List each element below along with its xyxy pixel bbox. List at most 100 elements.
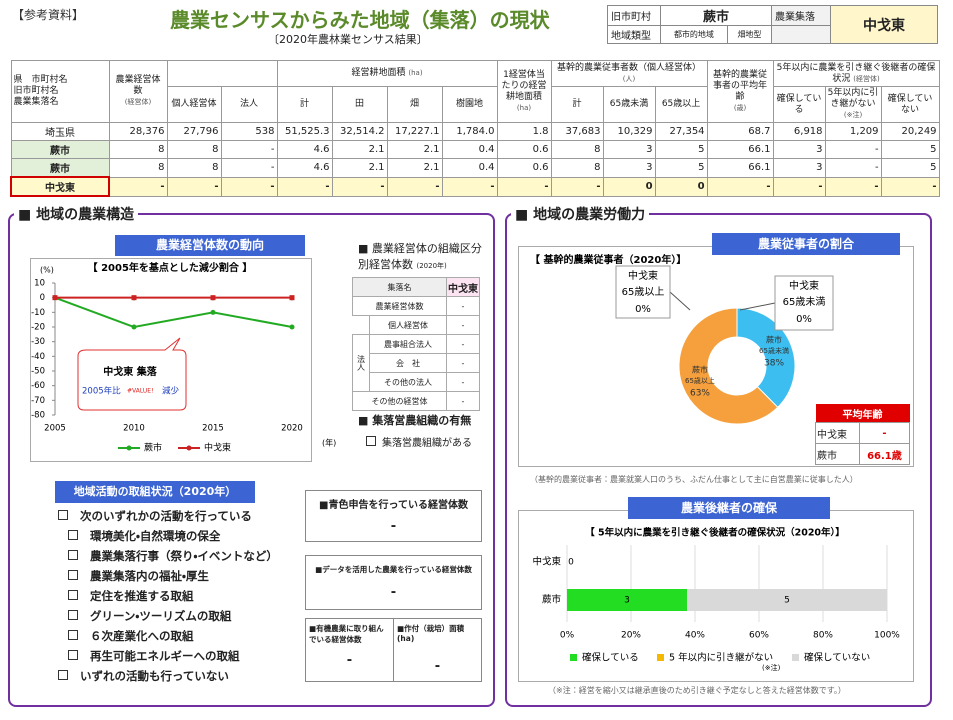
slice-label: 65歳未満 [759,346,789,355]
table-cell: - [386,176,443,197]
table-cell: - [331,176,388,197]
text: (ha) [516,103,532,112]
text [366,436,376,446]
table-cell: 4.6 [276,140,333,159]
table-row: 個人経営体 - [353,315,480,335]
callout-name: 中戈東 集落 [103,365,157,378]
donut-slice [678,307,779,425]
text: (※注) [843,111,863,119]
marker [52,295,58,301]
x-tick-label: 20% [621,631,641,641]
callout-line [669,291,691,311]
table-cell: 5 [880,140,940,159]
table-cell: 8 [108,140,168,159]
chart-frame [30,258,312,462]
table-cell: 6,918 [772,122,826,141]
activity-item: いずれの活動も行っていない [58,668,278,688]
summary-table: 県 市町村名 旧市町村名 農業集落名 農業経営体数 (経営体) 経営耕地面積 (ha)… [10,60,940,197]
table-row: 中戈東 - - - - - - - - -0 0- - - - [10,176,940,197]
table-cell: 538 [220,122,278,141]
checkbox [68,630,78,640]
note: （※注：経営を縮小又は継承直後のため引き継ぐ予定なしと答えた経営体数です。） [548,686,846,695]
activity-item: 定住を推進する取組 [68,588,278,608]
callout-text: 中戈東 [628,269,658,282]
x-tick-label: 40% [685,631,705,641]
checkbox [58,510,68,520]
column-header: 65歳未満 [602,86,656,123]
marker [131,295,137,301]
group-farming-option: 集落営農組織がある [366,434,472,449]
tag: 【参考資料】 [12,8,85,22]
text: (人) [622,74,636,83]
activity-item: 農業集落行事（祭り・イベントなど） [68,548,278,568]
donut-slice [736,307,796,409]
marker [210,295,216,301]
slice-label: 65歳以上 [685,376,715,385]
legend-swatch [657,654,664,661]
table-cell: - [220,176,278,197]
table-cell: 20,249 [880,122,940,141]
y-tick-label: -80 [31,411,45,421]
table-row: 埼玉県 28,376 27,796 538 51,525.3 32,514.2 17,227… [10,122,940,141]
table-cell: 37,683 [550,122,604,141]
activity-item: グリーン・ツーリズムの取組 [68,608,278,628]
legend-label: 確保していない [804,652,870,664]
text: 旧市町村 蕨市 農業集落 中戈東 [607,5,938,44]
y-tick-label: 0 [40,293,45,303]
column-header: 県 市町村名 旧市町村名 農業集落名 [10,60,110,123]
text: 基幹的農業従事者数（個人経営体） [557,62,702,73]
avg-age-title: 平均年齢 [815,404,910,423]
callout-box [774,275,834,331]
activity-list: 次のいずれかの活動を行っている 環境美化・自然環境の保全 農業集落行事（祭り・イベン… [58,508,278,688]
category-label: 中戈東 [532,556,561,568]
table-cell: 3 [602,140,656,159]
table-cell: - [824,176,882,197]
checkbox [68,590,78,600]
legend-swatch [570,654,577,661]
text: (経営体) [853,74,880,83]
checkbox [58,670,68,680]
table-cell: 4.6 [276,158,333,178]
label: その他の経営体 [352,391,447,411]
checkbox [68,650,78,660]
box: ■作付（栽培）面積(ha) - [393,618,482,682]
column-header: 経営耕地面積 (ha) [276,60,498,87]
text: (経営体) [124,98,152,106]
marker [131,324,137,330]
text: ■有機農業に取り組んでいる経営体数 [309,624,384,644]
checkbox [68,550,78,560]
legend-label: 確保している [582,652,639,664]
value: 中戈東 [830,5,938,44]
text: 経営耕地面積 [351,68,406,78]
text: 5年以内に農業を引き継ぐ後継者の確保状況 [776,62,936,84]
org-title: ■ 農業経営体の組織区分別経営体数 (2020年) [358,241,488,274]
callout-line [739,302,776,311]
activity-text: いずれの活動も行っていない [80,669,229,683]
panel-title: 地域活動の取組状況（2020年） [55,481,255,503]
callout-value: 0% [635,304,651,315]
table-cell: 68.7 [706,122,774,141]
table-cell: 0.6 [496,158,552,178]
row-name: 蕨市 [10,140,110,159]
legend-label: 5 年以内に引き継がない [669,652,773,664]
table-row: 集落名 中戈東 [352,277,480,297]
activity-text: グリーン・ツーリズムの取組 [90,609,232,623]
y-tick-label: 10 [34,279,45,289]
x-tick-label: 2005 [44,424,66,434]
text: (ha) [408,69,423,77]
table-cell: 0.4 [441,158,498,178]
slice-label: 蕨市 [692,365,708,375]
table-row: 蕨市 8 8-4.6 2.1 2.1 0.4 0.6 8 3 5 66.1 3-5 [10,140,940,159]
table-cell: 3 [772,140,826,159]
table-cell: - [496,176,552,197]
y-tick-label: -30 [31,337,45,347]
activity-item: 次のいずれかの活動を行っている [58,508,278,528]
table-row: 蕨市 8 8-4.6 2.1 2.1 0.4 0.6 8 3 5 66.1 3-5 [10,158,940,178]
text: 1経営体当たりの経営耕地面積 [501,69,547,102]
text: 旧市町村名 [13,86,59,96]
structure-panel [8,213,495,707]
label: 地域類型 [607,25,661,44]
row-name: 中戈東 [10,176,110,197]
